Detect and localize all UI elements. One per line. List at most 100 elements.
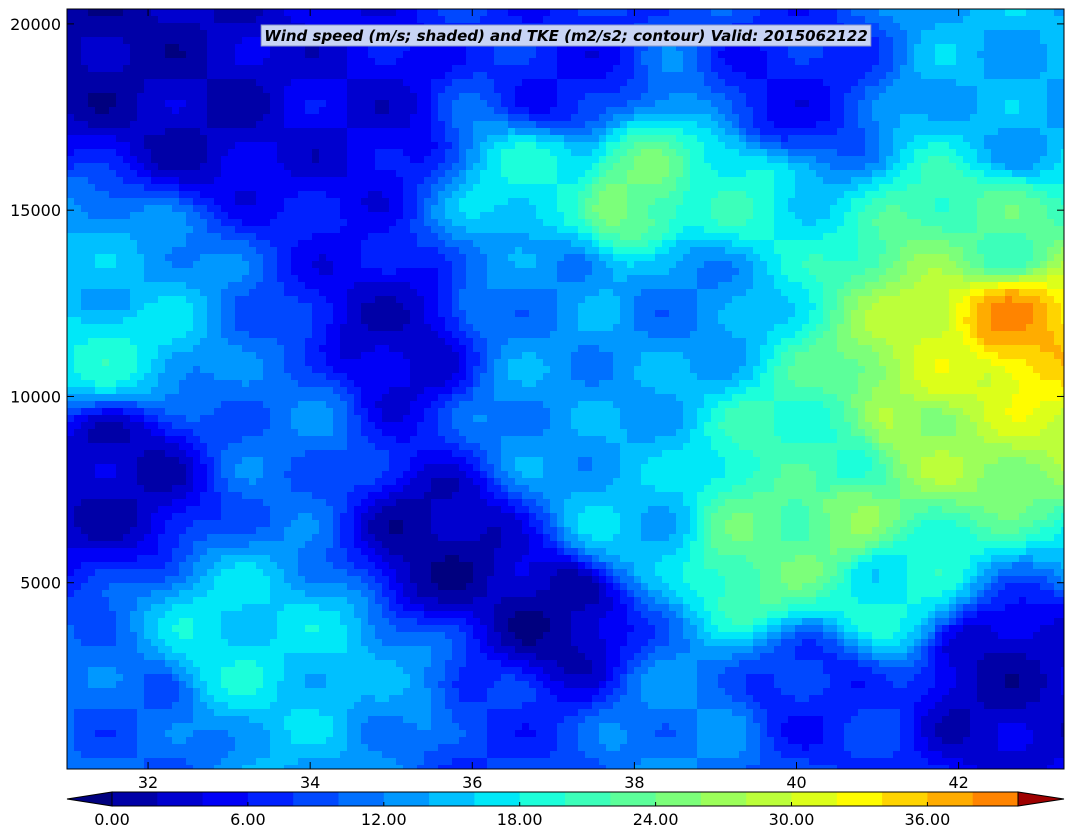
- field-cell: [95, 23, 103, 31]
- field-cell: [109, 156, 117, 164]
- field-cell: [879, 51, 887, 59]
- field-cell: [725, 93, 733, 101]
- field-cell: [473, 149, 481, 157]
- field-cell: [137, 93, 145, 101]
- field-cell: [732, 212, 740, 220]
- field-cell: [816, 142, 824, 150]
- field-cell: [396, 191, 404, 199]
- field-cell: [298, 51, 306, 59]
- field-cell: [522, 114, 530, 122]
- field-cell: [837, 107, 845, 115]
- field-cell: [319, 184, 327, 192]
- field-cell: [326, 16, 334, 24]
- field-cell: [305, 16, 313, 24]
- field-cell: [473, 163, 481, 171]
- field-cell: [179, 247, 187, 255]
- field-cell: [1019, 128, 1027, 136]
- field-cell: [424, 184, 432, 192]
- field-cell: [137, 86, 145, 94]
- field-cell: [501, 219, 509, 227]
- field-cell: [403, 149, 411, 157]
- field-cell: [956, 30, 964, 38]
- field-cell: [781, 170, 789, 178]
- field-cell: [564, 100, 572, 108]
- field-cell: [186, 100, 194, 108]
- field-cell: [725, 107, 733, 115]
- field-cell: [788, 79, 796, 87]
- field-cell: [95, 247, 103, 255]
- field-cell: [221, 247, 229, 255]
- field-cell: [970, 247, 978, 255]
- field-cell: [928, 58, 936, 66]
- field-cell: [697, 93, 705, 101]
- field-cell: [172, 114, 180, 122]
- field-cell: [935, 100, 943, 108]
- field-cell: [830, 198, 838, 206]
- field-cell: [984, 44, 992, 52]
- field-cell: [550, 198, 558, 206]
- field-cell: [347, 198, 355, 206]
- field-cell: [438, 107, 446, 115]
- field-cell: [1026, 233, 1034, 241]
- field-cell: [305, 163, 313, 171]
- field-cell: [739, 65, 747, 73]
- field-cell: [116, 30, 124, 38]
- field-cell: [312, 247, 320, 255]
- field-cell: [480, 198, 488, 206]
- field-cell: [662, 177, 670, 185]
- field-cell: [361, 114, 369, 122]
- field-cell: [977, 23, 985, 31]
- field-cell: [767, 247, 775, 255]
- field-cell: [137, 114, 145, 122]
- field-cell: [116, 114, 124, 122]
- field-cell: [977, 58, 985, 66]
- field-cell: [494, 72, 502, 80]
- field-cell: [319, 240, 327, 248]
- field-cell: [1047, 163, 1055, 171]
- field-cell: [718, 86, 726, 94]
- field-cell: [655, 51, 663, 59]
- field-cell: [193, 149, 201, 157]
- field-cell: [256, 79, 264, 87]
- field-cell: [837, 163, 845, 171]
- field-cell: [431, 226, 439, 234]
- field-cell: [291, 233, 299, 241]
- field-cell: [1005, 72, 1013, 80]
- field-cell: [459, 72, 467, 80]
- field-cell: [550, 247, 558, 255]
- field-cell: [732, 177, 740, 185]
- field-cell: [382, 198, 390, 206]
- field-cell: [690, 72, 698, 80]
- field-cell: [690, 79, 698, 87]
- field-cell: [886, 170, 894, 178]
- field-cell: [347, 58, 355, 66]
- field-cell: [844, 226, 852, 234]
- field-cell: [396, 177, 404, 185]
- field-cell: [1061, 121, 1064, 129]
- field-cell: [683, 93, 691, 101]
- field-cell: [102, 128, 110, 136]
- field-cell: [522, 58, 530, 66]
- field-cell: [305, 142, 313, 150]
- field-cell: [879, 128, 887, 136]
- field-cell: [529, 135, 537, 143]
- field-cell: [879, 86, 887, 94]
- field-cell: [158, 9, 166, 17]
- field-cell: [1061, 72, 1064, 80]
- field-cell: [907, 30, 915, 38]
- field-cell: [900, 177, 908, 185]
- field-cell: [865, 156, 873, 164]
- field-cell: [340, 58, 348, 66]
- field-cell: [235, 107, 243, 115]
- field-cell: [515, 128, 523, 136]
- field-cell: [907, 142, 915, 150]
- field-cell: [592, 93, 600, 101]
- field-cell: [1033, 219, 1041, 227]
- field-cell: [564, 16, 572, 24]
- field-cell: [725, 16, 733, 24]
- field-cell: [123, 107, 131, 115]
- field-cell: [347, 107, 355, 115]
- field-cell: [291, 72, 299, 80]
- field-cell: [998, 128, 1006, 136]
- field-cell: [200, 23, 208, 31]
